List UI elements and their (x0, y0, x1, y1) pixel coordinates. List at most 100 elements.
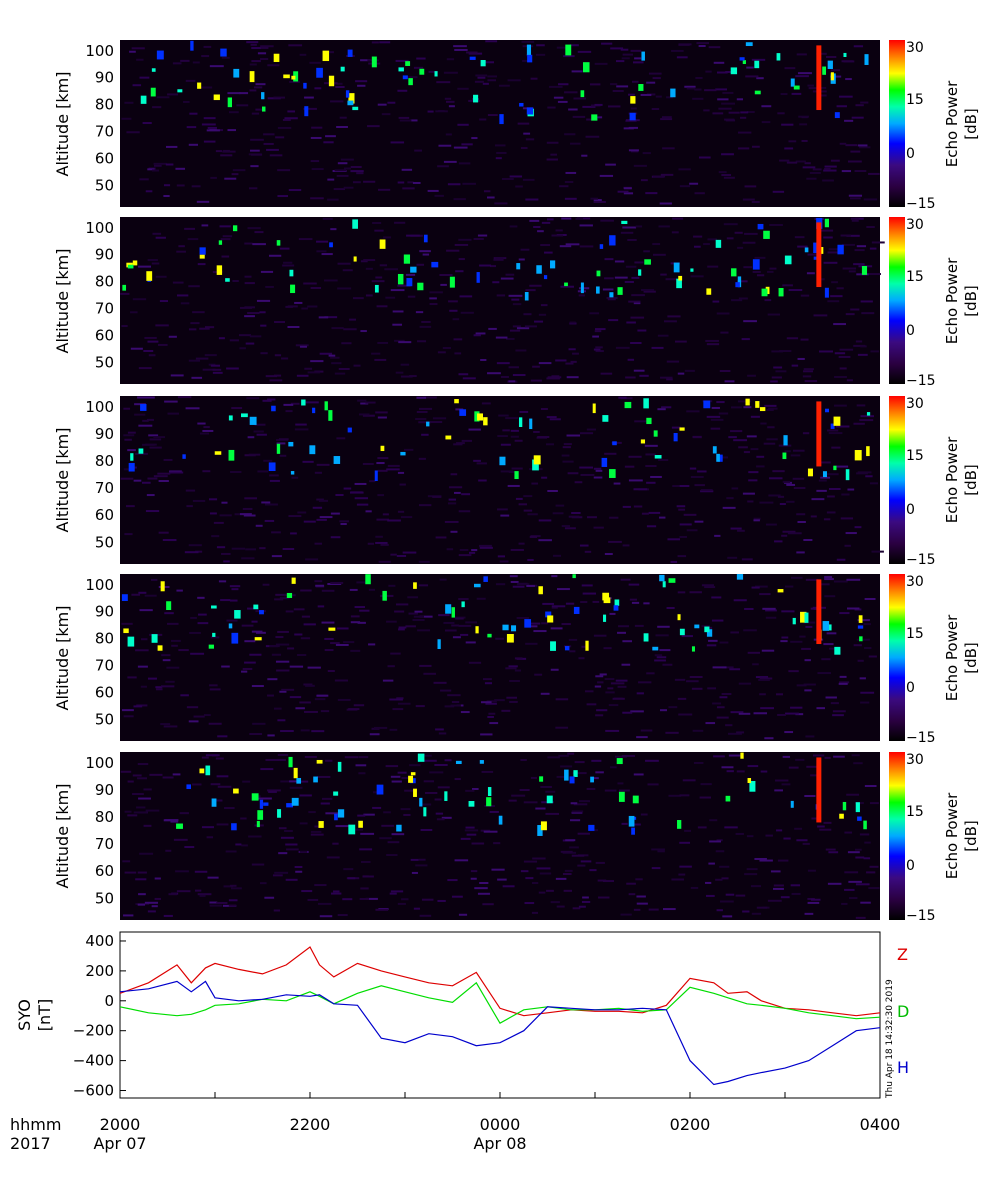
noise-cell (756, 906, 768, 909)
noise-cell (614, 276, 628, 279)
noise-cell (863, 857, 871, 860)
noise-cell (363, 259, 376, 262)
noise-cell (759, 693, 766, 696)
noise-cell (280, 780, 290, 783)
noise-cell (307, 305, 318, 308)
noise-cell (239, 347, 246, 350)
noise-cell (846, 578, 861, 581)
noise-cell (860, 901, 871, 904)
echo-cell (565, 44, 572, 56)
noise-cell (248, 453, 261, 456)
noise-cell (520, 759, 527, 762)
noise-cell (820, 476, 831, 479)
noise-cell (438, 110, 445, 113)
noise-cell (725, 724, 733, 727)
noise-cell (743, 451, 750, 454)
noise-cell (805, 735, 815, 738)
noise-cell (777, 859, 789, 862)
noise-cell (197, 263, 206, 266)
noise-cell (500, 375, 509, 378)
noise-cell (869, 802, 879, 805)
noise-cell (569, 846, 579, 849)
echo-cell (358, 820, 363, 828)
noise-cell (155, 688, 163, 691)
noise-cell (344, 756, 359, 759)
noise-cell (578, 657, 585, 660)
noise-cell (180, 694, 189, 697)
noise-cell (325, 135, 336, 138)
noise-cell (275, 593, 287, 596)
noise-cell (550, 153, 558, 156)
noise-cell (722, 506, 736, 509)
noise-cell (397, 702, 411, 705)
noise-cell (785, 712, 799, 715)
noise-cell (259, 547, 266, 550)
noise-cell (303, 107, 317, 110)
colorbar-tick-15: 15 (906, 448, 924, 464)
noise-cell (360, 832, 375, 835)
echo-cell (233, 68, 240, 78)
noise-cell (736, 98, 744, 101)
noise-cell (320, 802, 330, 805)
noise-cell (547, 106, 556, 109)
noise-cell (509, 700, 518, 703)
noise-cell (572, 907, 581, 910)
noise-cell (202, 368, 216, 371)
noise-cell (638, 681, 652, 684)
noise-cell (818, 479, 827, 482)
noise-cell (187, 238, 199, 241)
noise-cell (188, 328, 197, 331)
noise-cell (274, 321, 286, 324)
noise-cell (567, 472, 579, 475)
noise-cell (446, 548, 454, 551)
noise-cell (659, 202, 672, 205)
noise-cell (398, 626, 407, 629)
noise-cell (847, 488, 855, 491)
noise-cell (400, 375, 413, 378)
echo-cell (322, 50, 330, 62)
noise-cell (264, 896, 275, 899)
noise-cell (600, 372, 613, 375)
noise-cell (487, 196, 495, 199)
noise-cell (301, 615, 311, 618)
noise-cell (123, 407, 131, 410)
echo-cell (352, 106, 359, 111)
noise-cell (727, 556, 738, 559)
echo-cell (286, 592, 293, 598)
noise-cell (573, 97, 587, 100)
noise-cell (454, 778, 461, 781)
noise-cell (520, 870, 529, 873)
noise-cell (269, 254, 282, 257)
noise-cell (851, 219, 859, 222)
noise-cell (546, 218, 554, 221)
noise-cell (221, 56, 230, 59)
noise-cell (715, 878, 723, 881)
noise-cell (368, 643, 376, 646)
noise-cell (857, 619, 870, 622)
noise-cell (453, 491, 461, 494)
noise-cell (498, 84, 510, 87)
echo-cell (644, 259, 651, 265)
noise-cell (615, 679, 628, 682)
noise-cell (247, 312, 260, 315)
noise-cell (394, 221, 406, 224)
noise-cell (447, 502, 457, 505)
noise-cell (728, 111, 740, 114)
y-tick-label: 90 (95, 69, 114, 87)
echo-cell (842, 801, 847, 811)
noise-cell (671, 231, 679, 234)
noise-cell (131, 47, 145, 50)
echo-cell (673, 262, 680, 273)
noise-cell (593, 200, 606, 203)
noise-cell (349, 318, 357, 321)
noise-cell (679, 185, 691, 188)
noise-cell (300, 729, 310, 732)
noise-cell (821, 658, 831, 661)
noise-cell (209, 688, 221, 691)
noise-cell (429, 291, 443, 294)
noise-cell (267, 398, 276, 401)
echo-cell (259, 610, 264, 615)
noise-cell (163, 184, 171, 187)
noise-cell (683, 513, 697, 516)
noise-cell (314, 884, 327, 887)
